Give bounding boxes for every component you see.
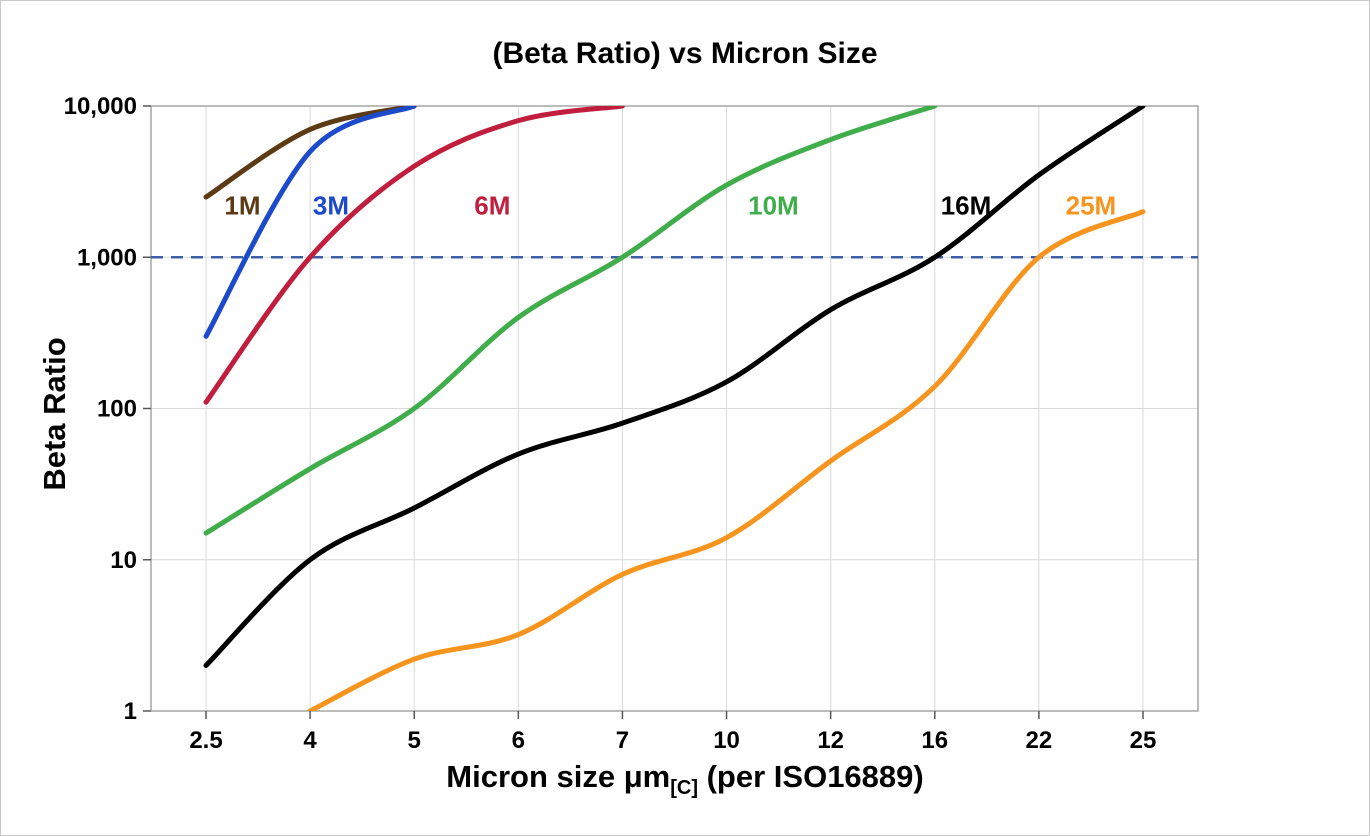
x-axis-title-main: Micron size μm xyxy=(446,759,671,794)
y-tick-label: 10,000 xyxy=(64,93,137,120)
x-tick-label: 6 xyxy=(512,727,525,754)
x-axis-title: Micron size μm[C] (per ISO16889) xyxy=(1,759,1369,799)
series-label-6M: 6M xyxy=(474,190,510,220)
series-label-10M: 10M xyxy=(748,190,799,220)
series-line-6M xyxy=(203,106,625,405)
chart-title: (Beta Ratio) vs Micron Size xyxy=(492,37,878,70)
x-tick-label: 4 xyxy=(303,727,317,754)
series-label-1M: 1M xyxy=(224,190,260,220)
x-tick-label: 7 xyxy=(616,727,629,754)
x-tick-label: 22 xyxy=(1026,727,1053,754)
series-label-25M: 25M xyxy=(1066,190,1117,220)
x-tick-label: 2.5 xyxy=(189,727,222,754)
x-tick-label: 10 xyxy=(713,727,740,754)
x-axis-title-suffix: (per ISO16889) xyxy=(698,759,924,794)
series-line-16M xyxy=(203,106,1146,668)
x-tick-label: 5 xyxy=(408,727,421,754)
x-tick-label: 12 xyxy=(817,727,844,754)
series-label-3M: 3M xyxy=(313,190,349,220)
series-line-25M xyxy=(307,209,1146,711)
x-axis-title-subscript: [C] xyxy=(670,777,698,799)
x-tick-label: 16 xyxy=(921,727,948,754)
series-label-16M: 16M xyxy=(941,190,992,220)
y-tick-label: 10 xyxy=(110,547,137,574)
y-tick-label: 1,000 xyxy=(77,244,137,271)
y-tick-label: 100 xyxy=(97,396,137,423)
x-tick-label: 25 xyxy=(1130,727,1157,754)
series-line-10M xyxy=(203,106,938,536)
series-line-3M xyxy=(203,106,417,339)
y-tick-label: 1 xyxy=(124,698,137,725)
